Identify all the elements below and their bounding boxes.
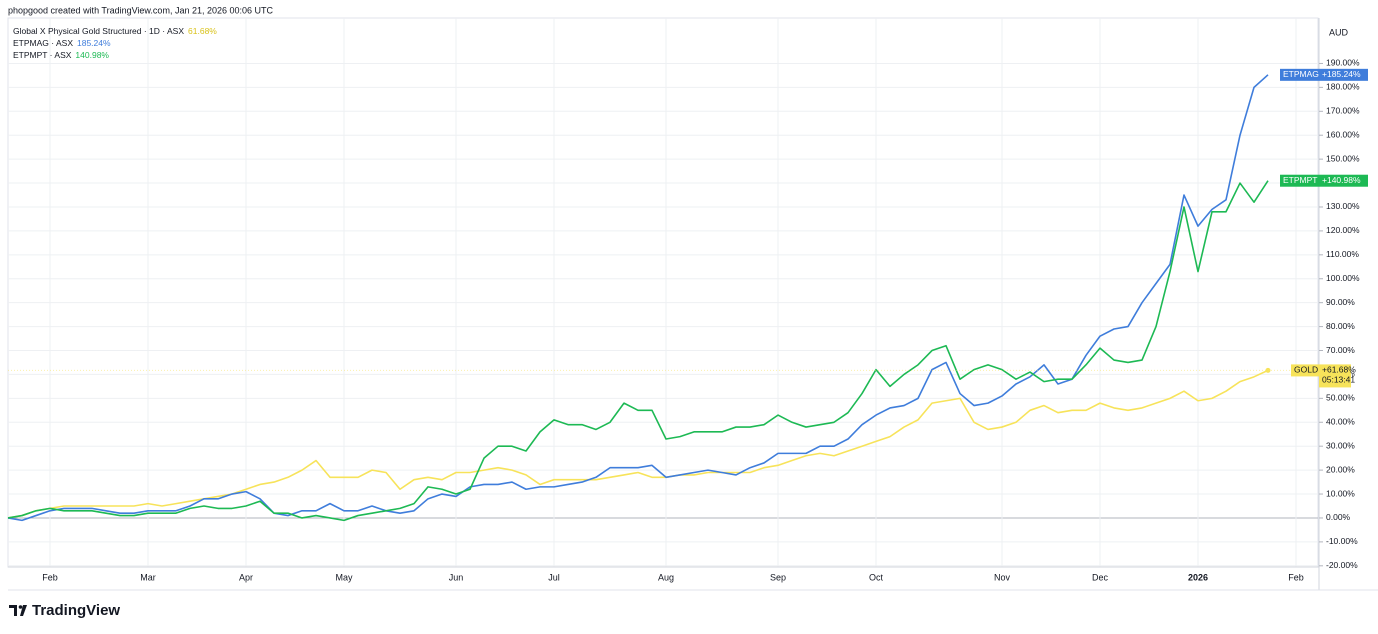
tag-name-bg: [1280, 174, 1319, 187]
x-tick-label: Apr: [239, 572, 253, 582]
tag-value: +185.24%: [1322, 69, 1361, 79]
tag-name: ETPMAG: [1283, 69, 1319, 79]
last-point: [1265, 367, 1271, 373]
y-tick-label: 160.00%: [1326, 129, 1360, 139]
series-line: [7, 369, 1269, 519]
legend-name: Global X Physical Gold Structured · 1D ·…: [13, 26, 184, 36]
x-tick-label: Feb: [42, 572, 58, 582]
y-tick-label: 40.00%: [1326, 417, 1355, 427]
series-line: [7, 180, 1269, 522]
y-tick-label: 50.00%: [1326, 393, 1355, 403]
x-tick-label: Dec: [1092, 572, 1109, 582]
y-tick-label: 20.00%: [1326, 464, 1355, 474]
x-tick-label: Mar: [140, 572, 156, 582]
x-tick-label: Oct: [869, 572, 884, 582]
x-tick-label: Jul: [548, 572, 560, 582]
legend-value: 140.98%: [75, 50, 109, 60]
brand-logo: [9, 605, 27, 616]
countdown: 05:13:41: [1322, 375, 1355, 385]
y-tick-label: 170.00%: [1326, 106, 1360, 116]
x-tick-label: 2026: [1188, 572, 1208, 582]
y-tick-label: 0.00%: [1326, 512, 1351, 522]
y-tick-label: 180.00%: [1326, 82, 1360, 92]
y-tick-label: 190.00%: [1326, 58, 1360, 68]
x-tick-label: Aug: [658, 572, 674, 582]
x-tick-label: Jun: [449, 572, 464, 582]
tag-name: GOLD: [1294, 365, 1318, 375]
y-tick-label: -10.00%: [1326, 536, 1358, 546]
y-tick-label: 30.00%: [1326, 440, 1355, 450]
currency: AUD: [1329, 27, 1349, 37]
tag-value-bg: [1319, 364, 1351, 388]
y-tick-label: 110.00%: [1326, 249, 1359, 259]
x-tick-label: May: [335, 572, 353, 582]
legend-name: ETPMPT · ASX: [13, 50, 72, 60]
tag-name-bg: [1280, 68, 1319, 81]
tag-name-bg: [1291, 364, 1319, 377]
series-line: [7, 74, 1269, 522]
tag-value-bg: [1319, 68, 1368, 81]
x-tick-label: Sep: [770, 572, 786, 582]
y-tick-label: 130.00%: [1326, 201, 1360, 211]
y-tick-label: 150.00%: [1326, 153, 1360, 163]
legend-value: 61.68%: [188, 26, 217, 36]
y-tick-label: 70.00%: [1326, 345, 1355, 355]
x-tick-label: Feb: [1288, 572, 1304, 582]
legend-name: ETPMAG · ASX: [13, 38, 73, 48]
y-tick-label: 80.00%: [1326, 321, 1355, 331]
y-tick-label: -20.00%: [1326, 560, 1358, 570]
brand: TradingView: [32, 602, 120, 619]
tag-value-bg: [1319, 174, 1368, 187]
x-tick-label: Nov: [994, 572, 1011, 582]
y-tick-label: 120.00%: [1326, 225, 1360, 235]
legend-entry: ETPMPT · ASX 140.98%: [13, 50, 109, 60]
y-tick-label: 10.00%: [1326, 488, 1355, 498]
y-tick-label: 100.00%: [1326, 273, 1360, 283]
grid: [8, 18, 1318, 567]
y-tick-label: 90.00%: [1326, 297, 1355, 307]
legend-entry: Global X Physical Gold Structured · 1D ·…: [13, 26, 217, 36]
tag-value: +61.68%: [1322, 365, 1356, 375]
tag-name: ETPMPT: [1283, 175, 1317, 185]
legend-value: 185.24%: [77, 38, 111, 48]
legend-entry: ETPMAG · ASX 185.24%: [13, 38, 111, 48]
tag-value: +140.98%: [1322, 175, 1361, 185]
header: phopgood created with TradingView.com, J…: [8, 5, 274, 15]
